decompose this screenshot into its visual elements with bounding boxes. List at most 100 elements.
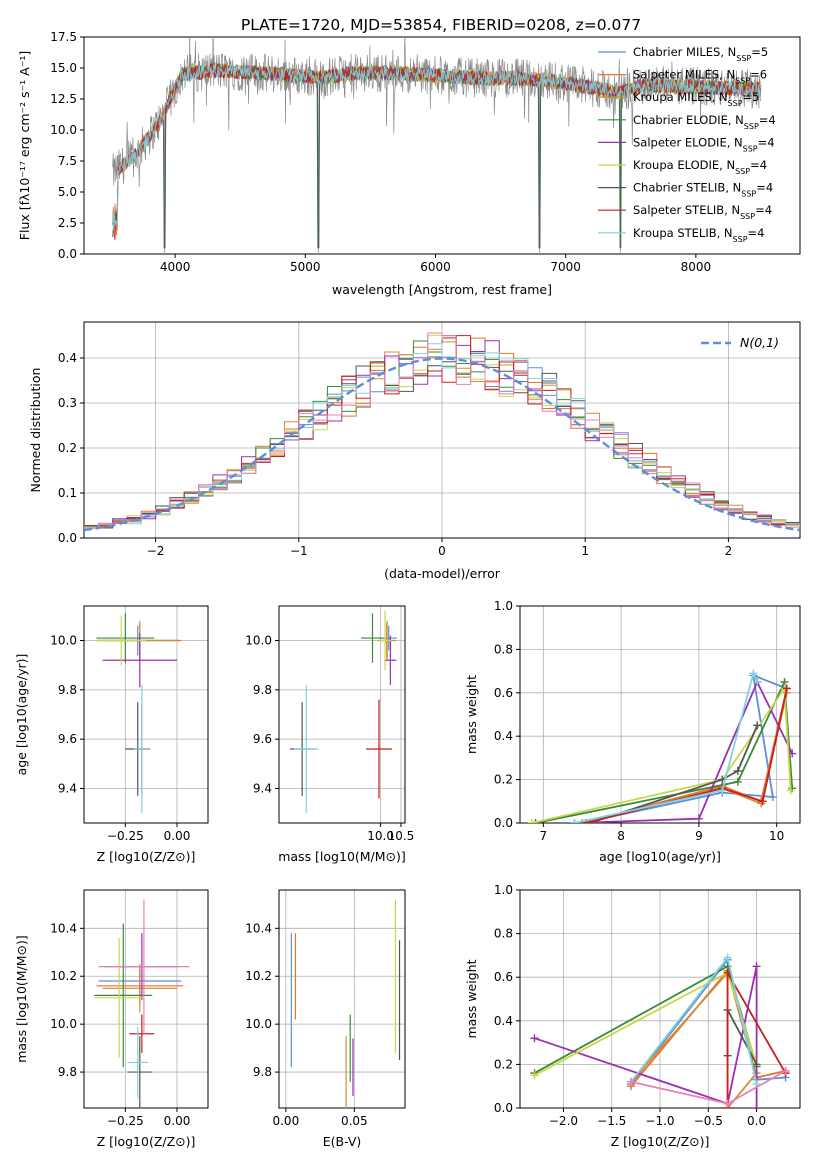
error-bar-point xyxy=(102,633,177,688)
y-tick-label: 9.8 xyxy=(58,683,77,697)
spectrum-panel: 4000 5000 6000 7000 8000 0.0 2.5 5.0 7.5 10.0 12.5… xyxy=(17,30,801,297)
legend-entry: Salpeter STELIB, NSSP=4 xyxy=(633,203,772,221)
residual-histogram-panel: −2 −1 0 1 2 0.0 0.1 0.2 0.3 0.4 (data-model)/error… xyxy=(28,321,801,581)
x-tick-label: 1 xyxy=(581,544,589,558)
plus-marker xyxy=(723,953,732,962)
x-tick-label: −0.25 xyxy=(107,829,144,843)
legend-entry: N(0,1) xyxy=(740,335,779,350)
y-tick-label: 2.5 xyxy=(58,216,77,230)
y-tick-label: 1.0 xyxy=(494,883,513,897)
mass-weight-line xyxy=(630,970,758,1108)
plus-marker xyxy=(527,819,536,823)
x-tick-label: 0 xyxy=(438,544,446,558)
mass-weight-line xyxy=(581,692,788,823)
error-bar-point xyxy=(127,1026,149,1099)
legend-entry: Salpeter ELODIE, NSSP=4 xyxy=(633,135,775,153)
y-tick-label: 0.0 xyxy=(58,531,77,545)
mass-vs-metallicity-panel: −0.25 0.00 9.8 10.0 10.2 10.4 Z [log10(Z/Z⊙)] m… xyxy=(14,889,209,1149)
histogram-step-line xyxy=(84,334,800,527)
x-tick-label: 8 xyxy=(617,829,625,843)
y-axis-label: age [log10(age/yr)] xyxy=(14,654,29,776)
y-tick-label: 10.0 xyxy=(245,634,272,648)
legend: Chabrier MILES, NSSP=5 Salpeter MILES, NS… xyxy=(598,45,776,243)
plus-marker xyxy=(718,786,727,795)
x-tick-label: −1.5 xyxy=(597,1114,626,1128)
plus-marker xyxy=(752,1060,761,1069)
y-tick-label: 10.4 xyxy=(245,921,272,935)
x-axis-label: wavelength [Angstrom, rest frame] xyxy=(332,282,552,297)
y-tick-label: 0.3 xyxy=(58,396,77,410)
x-tick-label: −0.25 xyxy=(107,1114,144,1128)
x-tick-label: 4000 xyxy=(160,260,191,274)
x-tick-label: 7 xyxy=(540,829,548,843)
plus-marker xyxy=(753,721,762,730)
x-axis-label: (data-model)/error xyxy=(384,566,501,581)
x-tick-label: 0.00 xyxy=(164,1114,191,1128)
mass-weight-line xyxy=(534,971,758,1077)
figure-title: PLATE=1720, MJD=53854, FIBERID=0208, z=0… xyxy=(241,16,641,34)
plus-marker xyxy=(768,792,777,801)
plus-marker xyxy=(758,797,767,806)
y-tick-label: 9.8 xyxy=(58,1065,77,1079)
mass-weight-line xyxy=(581,688,788,823)
plus-marker xyxy=(733,777,742,786)
error-bar-point xyxy=(133,684,151,814)
y-tick-label: 0.4 xyxy=(494,1014,513,1028)
y-axis-label: mass weight xyxy=(464,675,479,754)
x-axis-label: Z [log10(Z/Z⊙)] xyxy=(97,849,196,864)
x-tick-label: 0.00 xyxy=(164,829,191,843)
x-axis-label: mass [log10(M/M⊙)] xyxy=(278,849,406,864)
y-axis-label: Flux [fλ10⁻¹⁷ erg cm⁻² s⁻¹ A⁻¹] xyxy=(17,51,32,240)
y-tick-label: 17.5 xyxy=(50,30,77,44)
y-tick-label: 9.8 xyxy=(253,1065,272,1079)
x-tick-label: −0.5 xyxy=(694,1114,723,1128)
y-axis-label: mass weight xyxy=(464,959,479,1038)
y-axis-label: mass [log10(M/M⊙)] xyxy=(14,935,29,1063)
plus-marker xyxy=(752,962,761,971)
legend-entry: Salpeter MILES, NSSP=6 xyxy=(633,68,767,86)
plot-area xyxy=(112,37,762,254)
y-tick-label: 0.0 xyxy=(494,1101,513,1115)
plus-marker xyxy=(749,669,758,678)
plus-marker xyxy=(782,684,791,693)
x-tick-label: −2.0 xyxy=(549,1114,578,1128)
error-bar-point xyxy=(384,635,397,685)
legend: N(0,1) xyxy=(701,335,779,350)
y-tick-label: 15.0 xyxy=(50,61,77,75)
error-bar-point xyxy=(378,610,392,671)
y-tick-label: 9.4 xyxy=(253,781,272,795)
y-tick-label: 0.2 xyxy=(494,1057,513,1071)
legend-entry: Chabrier MILES, NSSP=5 xyxy=(633,45,768,63)
mass-weight-line xyxy=(574,670,759,823)
plot-area xyxy=(530,953,790,1108)
axes-frame xyxy=(519,605,801,824)
plot-area xyxy=(290,899,401,1108)
x-tick-label: 10.5 xyxy=(388,829,415,843)
y-tick-label: 0.0 xyxy=(494,816,513,830)
y-tick-label: 0.4 xyxy=(58,351,77,365)
error-bar-point xyxy=(129,1014,155,1053)
plot-area xyxy=(289,610,397,814)
legend-entry: Kroupa STELIB, NSSP=4 xyxy=(633,226,764,244)
plot-area xyxy=(94,899,190,1108)
y-tick-label: 9.6 xyxy=(58,732,77,746)
x-tick-label: 8000 xyxy=(681,260,712,274)
x-tick-label: −2 xyxy=(147,544,165,558)
y-tick-label: 12.5 xyxy=(50,92,77,106)
x-tick-label: 6000 xyxy=(420,260,451,274)
x-axis-label: Z [log10(Z/Z⊙)] xyxy=(97,1134,196,1149)
axes-frame xyxy=(83,605,209,824)
y-tick-label: 0.1 xyxy=(58,486,77,500)
y-tick-label: 0.6 xyxy=(494,970,513,984)
plus-marker xyxy=(570,819,579,823)
error-bar-point xyxy=(294,684,319,814)
y-tick-label: 1.0 xyxy=(494,599,513,613)
mass-weight-line xyxy=(574,679,794,823)
plus-marker xyxy=(752,1104,761,1108)
plot-area xyxy=(84,332,800,532)
y-axis-label: Normed distribution xyxy=(28,368,43,493)
plus-marker xyxy=(530,1034,539,1043)
error-bar-point xyxy=(102,964,177,1013)
x-tick-label: 0.05 xyxy=(341,1114,368,1128)
